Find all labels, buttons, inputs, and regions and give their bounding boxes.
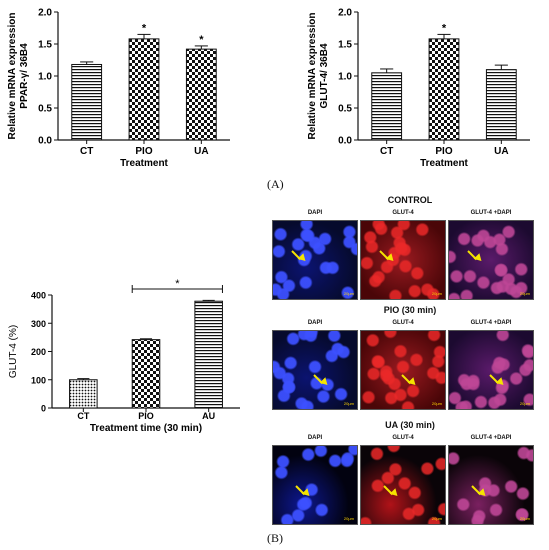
significance-marker: * <box>199 34 204 46</box>
y-tick-label: 2.0 <box>338 8 352 19</box>
microscopy-row-title: PIO (30 min) <box>383 305 437 315</box>
channel-label-merge: GLUT-4 +DAPI <box>470 435 512 441</box>
microscopy-row-title: UA (30 min) <box>385 420 435 430</box>
x-tick-label: PIO <box>435 146 452 157</box>
y-tick-label: 400 <box>31 291 46 301</box>
x-tick-label: CT <box>77 411 89 421</box>
y-tick-label: 300 <box>31 319 46 329</box>
microscopy-row-title: CONTROL <box>387 195 433 205</box>
y-axis-label: GLUT-4 (%) <box>8 325 19 378</box>
y-tick-label: 0.0 <box>38 136 52 147</box>
bar-au <box>194 300 223 409</box>
significance-marker: * <box>175 278 180 290</box>
micrograph-dapi: 20µm <box>272 330 358 410</box>
channel-label-glut4: GLUT-4 <box>392 435 414 441</box>
bar-ua <box>485 69 517 141</box>
channel-label-merge: GLUT-4 +DAPI <box>470 210 512 216</box>
scale-bar-label: 20µm <box>519 401 530 406</box>
scale-bar-label: 20µm <box>431 291 442 296</box>
channel-label-dapi: DAPI <box>307 435 323 441</box>
x-tick-label: AU <box>202 411 215 421</box>
y-tick-label: 1.0 <box>338 72 352 83</box>
microscopy-panel: CONTROL DAPI 20µm GLUT-4 20µm GLUT-4 +DAPI 20µ… <box>271 195 549 525</box>
y-axis-label: Relative mRNA expression <box>7 13 18 140</box>
y-tick-label: 1.5 <box>38 40 52 51</box>
bar-ct <box>371 72 403 141</box>
y-axis-label: GLUT-4/ 36B4 <box>319 43 330 108</box>
micrograph-merge: 20µm <box>448 330 534 410</box>
scale-bar-label: 20µm <box>519 516 530 521</box>
x-tick-label: UA <box>494 146 508 157</box>
y-tick-label: 0.5 <box>338 104 352 115</box>
x-tick-label: CT <box>80 146 93 157</box>
bar-ct <box>69 379 98 409</box>
scale-bar-label: 20µm <box>343 401 354 406</box>
y-axis-label: PPAR-γ/ 36B4 <box>19 43 30 109</box>
y-tick-label: 1.0 <box>38 72 52 83</box>
channel-label-glut4: GLUT-4 <box>392 320 414 326</box>
micrograph-merge: 20µm <box>448 220 534 300</box>
scale-bar-label: 20µm <box>343 291 354 296</box>
micrograph-dapi: 20µm <box>272 445 358 525</box>
scale-bar-label: 20µm <box>343 516 354 521</box>
channel-label-glut4: GLUT-4 <box>392 210 414 216</box>
x-axis-label: Treatment <box>420 158 468 169</box>
channel-label-dapi: DAPI <box>307 320 323 326</box>
channel-label-merge: GLUT-4 +DAPI <box>470 320 512 326</box>
significance-marker: * <box>442 22 447 34</box>
micrograph-glut4: 20µm <box>360 220 446 300</box>
micrograph-glut4: 20µm <box>360 330 446 410</box>
bar-ct <box>71 63 103 141</box>
ppar-gamma-chart: 0.0 0.5 1.0 1.5 2.0 CT PIO * UA * Treatment Relativ… <box>7 8 230 169</box>
bar-pio <box>128 38 160 141</box>
y-tick-label: 0.5 <box>38 104 52 115</box>
y-axis-label: Relative mRNA expression <box>307 13 318 140</box>
bar-pio <box>131 339 161 409</box>
x-tick-label: PIO <box>138 411 154 421</box>
y-tick-label: 100 <box>31 375 46 385</box>
bar-ua <box>185 48 217 141</box>
panel-a-label: (A) <box>267 177 284 191</box>
significance-marker: * <box>142 22 147 34</box>
y-tick-label: 1.5 <box>338 40 352 51</box>
micrograph-dapi: 20µm <box>272 220 358 300</box>
scale-bar-label: 20µm <box>431 401 442 406</box>
bar-pio <box>428 38 460 141</box>
glut4-mrna-chart: 0.0 0.5 1.0 1.5 2.0 CT PIO * UA Treatment Relative… <box>307 8 530 169</box>
x-axis-label: Treatment time (30 min) <box>90 423 202 434</box>
micrograph-glut4: 20µm <box>360 445 446 525</box>
y-tick-label: 2.0 <box>38 8 52 19</box>
x-tick-label: CT <box>380 146 393 157</box>
y-tick-label: 0 <box>41 404 46 414</box>
scale-bar-label: 20µm <box>519 291 530 296</box>
channel-label-dapi: DAPI <box>307 210 323 216</box>
scale-bar-label: 20µm <box>431 516 442 521</box>
y-tick-label: 0.0 <box>338 136 352 147</box>
x-tick-label: PIO <box>135 146 152 157</box>
micrograph-merge: 20µm <box>448 445 534 525</box>
y-tick-label: 200 <box>31 347 46 357</box>
x-axis-label: Treatment <box>120 158 168 169</box>
panel-b-label: (B) <box>267 531 283 545</box>
x-tick-label: UA <box>194 146 208 157</box>
